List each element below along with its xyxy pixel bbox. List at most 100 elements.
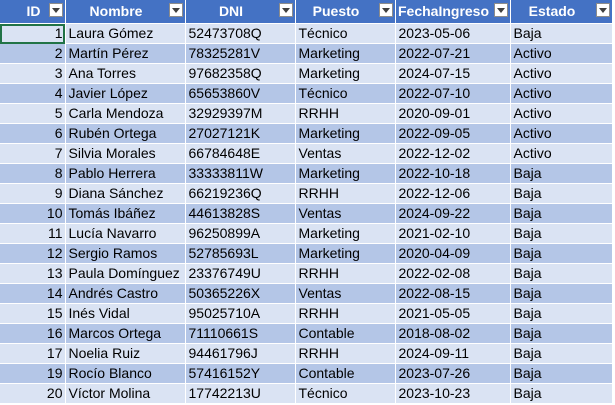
cell-id[interactable]: 19 [0,363,66,384]
cell-dni[interactable]: 95025710A [185,303,296,324]
cell-id[interactable]: 14 [0,283,66,304]
cell-nombre[interactable]: Diana Sánchez [65,183,186,204]
cell-dni[interactable]: 33333811W [185,163,296,184]
cell-id[interactable]: 4 [0,83,66,104]
cell-fechaingreso[interactable]: 2022-12-06 [395,183,511,204]
cell-fechaingreso[interactable]: 2022-08-15 [395,283,511,304]
cell-dni[interactable]: 94461796J [185,343,296,364]
cell-dni[interactable]: 78325281V [185,43,296,64]
cell-fechaingreso[interactable]: 2024-09-22 [395,203,511,224]
cell-dni[interactable]: 52473708Q [185,23,296,44]
cell-dni[interactable]: 17742213U [185,383,296,404]
cell-id[interactable]: 2 [0,43,66,64]
cell-fechaingreso[interactable]: 2024-09-11 [395,343,511,364]
cell-id[interactable]: 10 [0,203,66,224]
cell-dni[interactable]: 71110661S [185,323,296,344]
cell-estado[interactable]: Activo [510,143,613,164]
cell-nombre[interactable]: Carla Mendoza [65,103,186,124]
cell-estado[interactable]: Baja [510,343,613,364]
cell-puesto[interactable]: RRHH [295,263,396,284]
cell-puesto[interactable]: RRHH [295,343,396,364]
cell-fechaingreso[interactable]: 2022-10-18 [395,163,511,184]
cell-fechaingreso[interactable]: 2022-12-02 [395,143,511,164]
cell-fechaingreso[interactable]: 2022-07-10 [395,83,511,104]
cell-id[interactable]: 7 [0,143,66,164]
cell-fechaingreso[interactable]: 2024-07-15 [395,63,511,84]
dropdown-arrow-icon[interactable] [168,3,183,17]
cell-nombre[interactable]: Marcos Ortega [65,323,186,344]
cell-fechaingreso[interactable]: 2022-07-21 [395,43,511,64]
cell-nombre[interactable]: Víctor Molina [65,383,186,404]
cell-nombre[interactable]: Andrés Castro [65,283,186,304]
cell-puesto[interactable]: Ventas [295,203,396,224]
cell-dni[interactable]: 57416152Y [185,363,296,384]
dropdown-arrow-icon[interactable] [595,3,610,17]
column-header-dni[interactable]: DNI [185,0,296,24]
cell-puesto[interactable]: Ventas [295,143,396,164]
cell-nombre[interactable]: Paula Domínguez [65,263,186,284]
cell-id[interactable]: 9 [0,183,66,204]
cell-dni[interactable]: 65653860V [185,83,296,104]
cell-estado[interactable]: Baja [510,203,613,224]
cell-estado[interactable]: Activo [510,123,613,144]
cell-id[interactable]: 6 [0,123,66,144]
cell-id[interactable]: 8 [0,163,66,184]
cell-estado[interactable]: Activo [510,63,613,84]
column-header-estado[interactable]: Estado [510,0,613,24]
cell-estado[interactable]: Baja [510,223,613,244]
cell-fechaingreso[interactable]: 2020-04-09 [395,243,511,264]
cell-id[interactable]: 17 [0,343,66,364]
cell-id[interactable]: 12 [0,243,66,264]
cell-estado[interactable]: Baja [510,183,613,204]
cell-estado[interactable]: Baja [510,283,613,304]
cell-dni[interactable]: 97682358Q [185,63,296,84]
cell-puesto[interactable]: Marketing [295,43,396,64]
cell-fechaingreso[interactable]: 2023-05-06 [395,23,511,44]
cell-fechaingreso[interactable]: 2020-09-01 [395,103,511,124]
cell-estado[interactable]: Baja [510,163,613,184]
cell-nombre[interactable]: Rocío Blanco [65,363,186,384]
cell-dni[interactable]: 32929397M [185,103,296,124]
cell-nombre[interactable]: Pablo Herrera [65,163,186,184]
cell-id[interactable]: 1 [0,23,66,44]
cell-nombre[interactable]: Laura Gómez [65,23,186,44]
cell-estado[interactable]: Baja [510,243,613,264]
cell-puesto[interactable]: Marketing [295,163,396,184]
cell-id[interactable]: 15 [0,303,66,324]
column-header-puesto[interactable]: Puesto [295,0,396,24]
cell-id[interactable]: 5 [0,103,66,124]
cell-dni[interactable]: 44613828S [185,203,296,224]
cell-dni[interactable]: 50365226X [185,283,296,304]
cell-fechaingreso[interactable]: 2021-02-10 [395,223,511,244]
cell-nombre[interactable]: Martín Pérez [65,43,186,64]
cell-nombre[interactable]: Lucía Navarro [65,223,186,244]
cell-fechaingreso[interactable]: 2022-09-05 [395,123,511,144]
cell-id[interactable]: 11 [0,223,66,244]
cell-dni[interactable]: 96250899A [185,223,296,244]
cell-puesto[interactable]: Marketing [295,123,396,144]
dropdown-arrow-icon[interactable] [48,3,63,17]
cell-puesto[interactable]: Marketing [295,223,396,244]
cell-dni[interactable]: 23376749U [185,263,296,284]
cell-puesto[interactable]: Ventas [295,283,396,304]
cell-nombre[interactable]: Inés Vidal [65,303,186,324]
cell-nombre[interactable]: Ana Torres [65,63,186,84]
dropdown-arrow-icon[interactable] [493,3,508,17]
cell-puesto[interactable]: RRHH [295,303,396,324]
cell-id[interactable]: 13 [0,263,66,284]
cell-nombre[interactable]: Sergio Ramos [65,243,186,264]
cell-dni[interactable]: 66219236Q [185,183,296,204]
cell-estado[interactable]: Activo [510,43,613,64]
cell-nombre[interactable]: Noelia Ruiz [65,343,186,364]
cell-fechaingreso[interactable]: 2023-10-23 [395,383,511,404]
column-header-fechaingreso[interactable]: FechaIngreso [395,0,511,24]
cell-puesto[interactable]: Técnico [295,83,396,104]
cell-puesto[interactable]: Marketing [295,63,396,84]
cell-dni[interactable]: 66784648E [185,143,296,164]
cell-puesto[interactable]: Contable [295,323,396,344]
cell-estado[interactable]: Baja [510,323,613,344]
cell-id[interactable]: 3 [0,63,66,84]
cell-nombre[interactable]: Silvia Morales [65,143,186,164]
cell-puesto[interactable]: Contable [295,363,396,384]
cell-id[interactable]: 20 [0,383,66,404]
